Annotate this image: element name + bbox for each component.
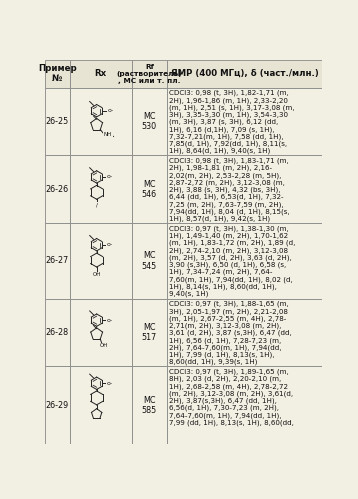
- Bar: [69, 366, 131, 444]
- Text: 26-27: 26-27: [45, 256, 69, 265]
- Text: OH: OH: [100, 343, 108, 348]
- Text: CDCl3: 0,97 (t, 3H), 1,38-1,30 (m,
1H), 1,49-1,40 (m, 2H), 1,70-1,62
(m, 1H), 1,: CDCl3: 0,97 (t, 3H), 1,38-1,30 (m, 1H), …: [169, 226, 295, 297]
- Text: Пример
№: Пример №: [38, 64, 77, 83]
- Text: 26-26: 26-26: [45, 185, 69, 194]
- Text: MC
530: MC 530: [142, 112, 157, 131]
- Bar: [69, 298, 131, 366]
- Text: 26-29: 26-29: [45, 401, 69, 410]
- Bar: [131, 223, 167, 298]
- Text: CDCl3: 0,97 (t, 3H), 1,89-1,65 (m,
8H), 2,03 (d, 2H), 2,20-2,10 (m,
1H), 2,68-2,: CDCl3: 0,97 (t, 3H), 1,89-1,65 (m, 8H), …: [169, 369, 294, 426]
- Bar: [45, 155, 69, 223]
- Text: 26-25: 26-25: [45, 117, 69, 126]
- Text: Rf
(растворитель)
, МС или т. пл.: Rf (растворитель) , МС или т. пл.: [117, 64, 182, 84]
- Bar: [45, 366, 69, 444]
- Text: MC
517: MC 517: [142, 323, 157, 342]
- Bar: [131, 366, 167, 444]
- Bar: [69, 88, 131, 155]
- Text: /: /: [96, 203, 98, 208]
- Text: o-: o-: [107, 318, 113, 323]
- Text: o-: o-: [107, 381, 113, 386]
- Text: o-: o-: [107, 108, 114, 113]
- Bar: [69, 155, 131, 223]
- Text: MC
546: MC 546: [142, 180, 157, 199]
- Text: 26-28: 26-28: [45, 328, 69, 337]
- Bar: [167, 88, 322, 155]
- Bar: [131, 88, 167, 155]
- Bar: [131, 155, 167, 223]
- Bar: [131, 298, 167, 366]
- Text: Rx: Rx: [95, 69, 107, 78]
- Bar: [45, 223, 69, 298]
- Text: CDCl3: 0,97 (t, 3H), 1,88-1,65 (m,
3H), 2,05-1,97 (m, 2H), 2,21-2,08
(m, 1H), 2,: CDCl3: 0,97 (t, 3H), 1,88-1,65 (m, 3H), …: [169, 301, 291, 365]
- Bar: [131, 60, 167, 88]
- Text: NH: NH: [104, 132, 112, 137]
- Bar: [45, 88, 69, 155]
- Bar: [45, 60, 69, 88]
- Bar: [167, 223, 322, 298]
- Text: o-: o-: [107, 242, 113, 247]
- Text: MC
545: MC 545: [142, 251, 157, 270]
- Text: MC
585: MC 585: [142, 396, 157, 415]
- Bar: [69, 223, 131, 298]
- Bar: [69, 60, 131, 88]
- Bar: [45, 298, 69, 366]
- Bar: [167, 366, 322, 444]
- Bar: [167, 60, 322, 88]
- Bar: [167, 298, 322, 366]
- Text: ЯМР (400 МГц), δ (част./млн.): ЯМР (400 МГц), δ (част./млн.): [171, 69, 319, 78]
- Bar: [167, 155, 322, 223]
- Text: CDCl3: 0,98 (t, 3H), 1,83-1,71 (m,
2H), 1,98-1,81 (m, 2H), 2,16-
2,02(m, 2H), 2,: CDCl3: 0,98 (t, 3H), 1,83-1,71 (m, 2H), …: [169, 158, 289, 222]
- Text: CDCl3: 0,98 (t, 3H), 1,82-1,71 (m,
2H), 1,96-1,86 (m, 1H), 2,33-2,20
(m, 1H), 2,: CDCl3: 0,98 (t, 3H), 1,82-1,71 (m, 2H), …: [169, 90, 294, 154]
- Text: OH: OH: [92, 272, 101, 277]
- Text: o-: o-: [107, 175, 113, 180]
